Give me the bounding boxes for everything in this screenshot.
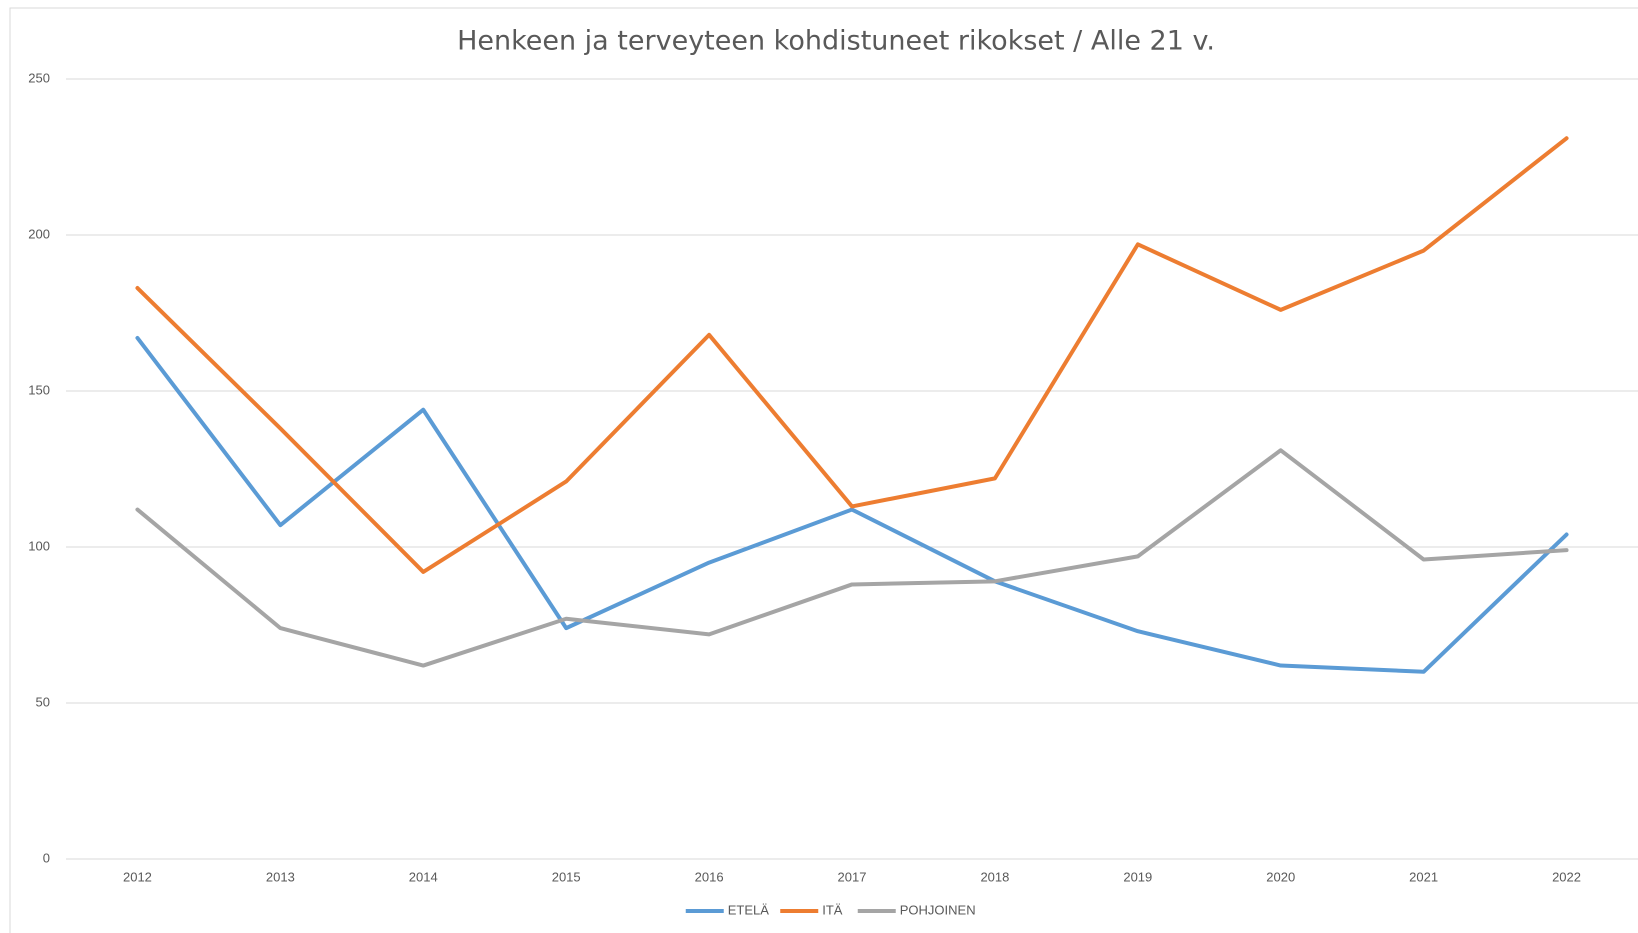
x-tick-label: 2022 [1552, 869, 1581, 884]
y-tick-label: 150 [28, 382, 50, 397]
x-tick-label: 2013 [266, 869, 295, 884]
legend-label: ITÄ [822, 902, 843, 917]
chart-frame [9, 7, 1638, 933]
line-series [135, 448, 1569, 668]
x-tick-label: 2021 [1409, 869, 1438, 884]
x-tick-label: 2018 [980, 869, 1009, 884]
x-tick-label: 2017 [838, 869, 867, 884]
y-tick-label: 100 [28, 538, 50, 553]
x-tick-label: 2016 [695, 869, 724, 884]
x-tick-label: 2012 [123, 869, 152, 884]
y-tick-label: 250 [28, 70, 50, 85]
legend-label: ETELÄ [728, 902, 770, 917]
y-tick-label: 200 [28, 226, 50, 241]
legend-label: POHJOINEN [900, 902, 976, 917]
x-tick-label: 2019 [1123, 869, 1152, 884]
x-tick-label: 2015 [552, 869, 581, 884]
chart-title: Henkeen ja terveyteen kohdistuneet rikok… [457, 26, 1215, 57]
line-series [135, 136, 1569, 574]
y-tick-label: 0 [43, 850, 50, 865]
x-tick-label: 2020 [1266, 869, 1295, 884]
line-series [135, 335, 1569, 674]
x-tick-label: 2014 [409, 869, 438, 884]
y-tick-label: 50 [36, 694, 50, 709]
